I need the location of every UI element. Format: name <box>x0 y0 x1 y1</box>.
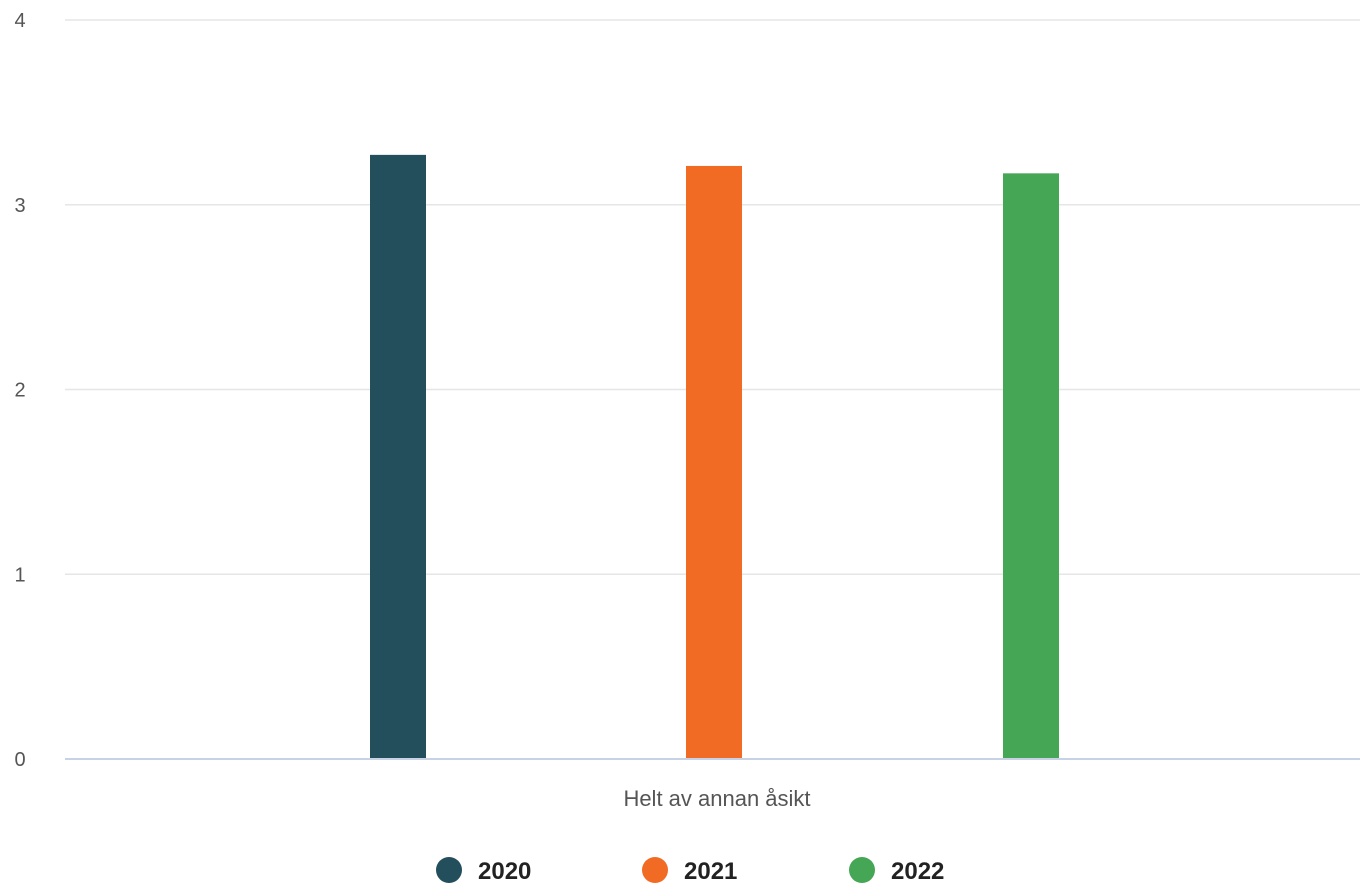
legend: 2020 2021 2022 <box>436 857 944 884</box>
legend-marker-icon <box>436 857 462 883</box>
legend-item-2020[interactable]: 2020 <box>436 857 531 884</box>
y-tick-label: 1 <box>14 564 25 586</box>
legend-item-2021[interactable]: 2021 <box>642 857 737 884</box>
y-tick-label: 3 <box>14 195 25 217</box>
y-tick-label: 0 <box>14 749 25 771</box>
x-category-label: Helt av annan åsikt <box>623 786 810 811</box>
bar-2020[interactable] <box>370 154 426 759</box>
bar-2021[interactable] <box>686 165 742 759</box>
legend-marker-icon <box>849 857 875 883</box>
bar-2022[interactable] <box>1003 173 1059 759</box>
legend-label: 2022 <box>891 858 944 884</box>
legend-marker-icon <box>642 857 668 883</box>
legend-label: 2020 <box>478 858 531 884</box>
x-axis-categories: Helt av annan åsikt <box>623 786 810 811</box>
y-tick-label: 4 <box>14 10 25 32</box>
y-axis-ticks: 0 1 2 3 4 <box>14 10 25 771</box>
bars <box>370 154 1059 759</box>
legend-item-2022[interactable]: 2022 <box>849 857 944 884</box>
y-tick-label: 2 <box>14 380 25 402</box>
legend-label: 2021 <box>684 858 737 884</box>
